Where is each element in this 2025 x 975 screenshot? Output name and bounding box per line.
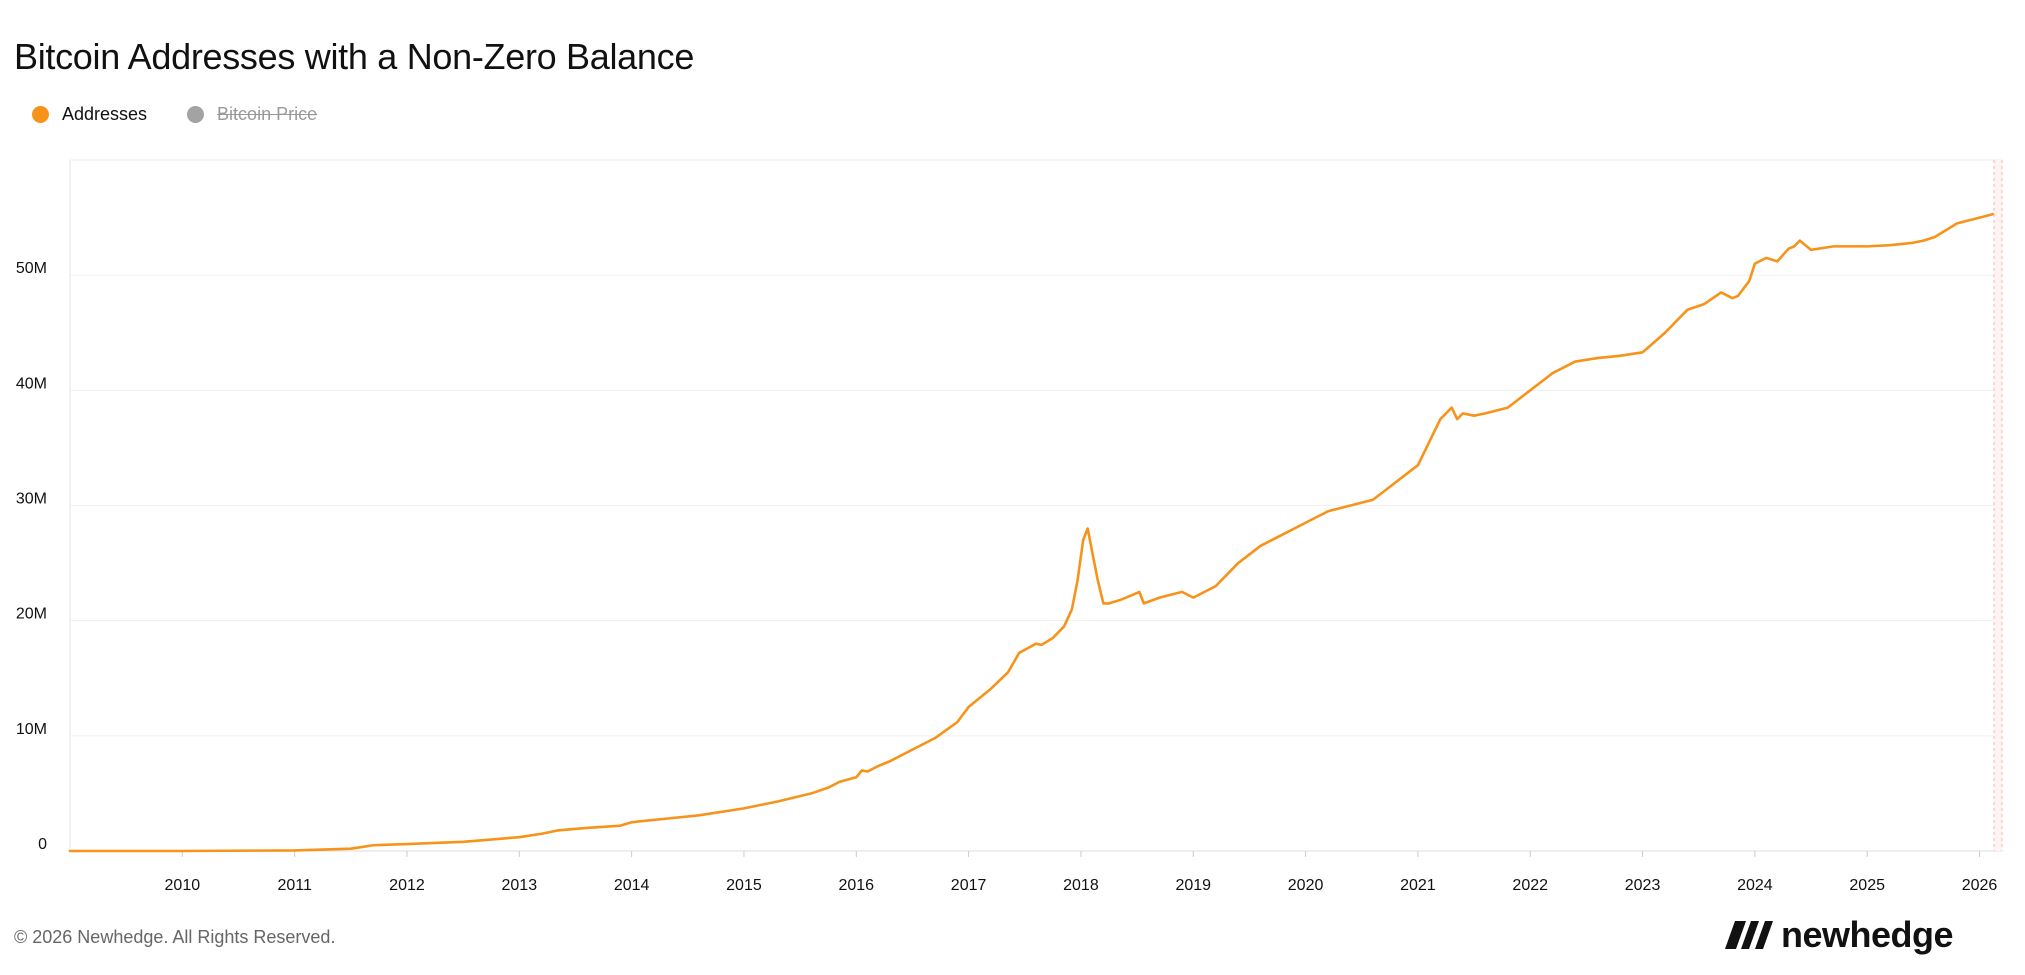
page-title: Bitcoin Addresses with a Non-Zero Balanc… bbox=[14, 36, 695, 77]
legend-dot-bitcoin-price bbox=[187, 106, 205, 123]
axes bbox=[69, 159, 2002, 852]
x-tick-label: 2017 bbox=[951, 877, 987, 894]
x-tick-label: 2023 bbox=[1625, 877, 1661, 894]
legend-item-bitcoin-price[interactable]: Bitcoin Price bbox=[187, 104, 317, 125]
legend: Addresses Bitcoin Price bbox=[32, 104, 357, 125]
newhedge-logo-icon bbox=[1725, 921, 1773, 949]
y-tick-label: 10M bbox=[16, 721, 47, 738]
y-tick-label: 30M bbox=[16, 491, 47, 508]
legend-label-addresses: Addresses bbox=[62, 104, 148, 124]
y-tick-label: 20M bbox=[16, 606, 47, 623]
series-group bbox=[68, 212, 1995, 853]
series-line-addresses[interactable] bbox=[68, 212, 1995, 853]
x-tick-label: 2021 bbox=[1400, 877, 1436, 894]
x-tick-label: 2026 bbox=[1962, 877, 1998, 894]
brand-wordmark: newhedge bbox=[1781, 914, 1954, 955]
y-tick-label: 40M bbox=[16, 375, 47, 392]
x-tick-label: 2010 bbox=[165, 877, 201, 894]
y-tick-label: 0 bbox=[38, 836, 47, 853]
x-tick-label: 2022 bbox=[1512, 877, 1548, 894]
x-tick-label: 2019 bbox=[1175, 877, 1211, 894]
x-tick-label: 2012 bbox=[389, 877, 425, 894]
x-tick-label: 2016 bbox=[838, 877, 874, 894]
x-tick-label: 2013 bbox=[502, 877, 538, 894]
copyright-footer: © 2026 Newhedge. All Rights Reserved. bbox=[14, 927, 336, 947]
range-edge-marker bbox=[1993, 160, 2003, 851]
x-tick-label: 2025 bbox=[1849, 877, 1885, 894]
brand-logo: newhedge bbox=[1725, 914, 1954, 956]
x-tick-label: 2015 bbox=[726, 877, 762, 894]
range-edge-band bbox=[1994, 160, 2002, 851]
y-axis-ticks: 0 10M 20M 30M 40M 50M bbox=[16, 260, 47, 853]
x-tick-label: 2024 bbox=[1737, 877, 1773, 894]
y-tick-label: 50M bbox=[16, 260, 47, 277]
legend-label-bitcoin-price: Bitcoin Price bbox=[217, 104, 318, 124]
x-tick-label: 2014 bbox=[614, 877, 650, 894]
grid-lines bbox=[70, 274, 2002, 737]
legend-item-addresses[interactable]: Addresses bbox=[32, 104, 147, 125]
x-tick-label: 2018 bbox=[1063, 877, 1099, 894]
legend-dot-addresses bbox=[32, 106, 49, 123]
x-axis-ticks: 2010 2011 2012 2013 2014 2015 2016 2017 2018 2019… bbox=[165, 851, 1998, 894]
x-tick-label: 2020 bbox=[1288, 877, 1324, 894]
x-tick-label: 2011 bbox=[277, 877, 312, 894]
